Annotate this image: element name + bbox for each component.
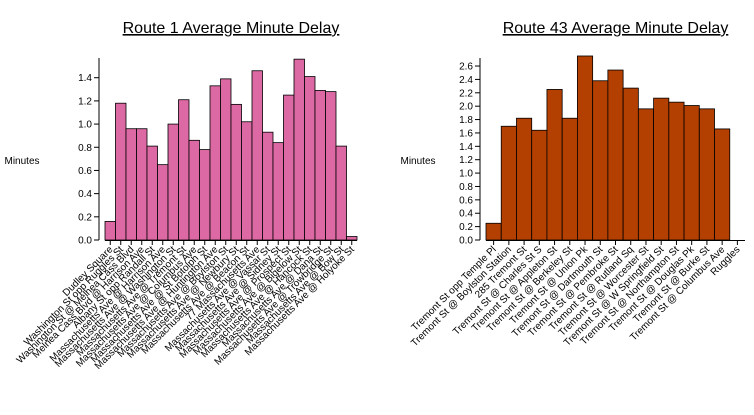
y-tick-label: 2.0	[459, 102, 473, 113]
y-axis-label: Minutes	[400, 156, 435, 167]
bar	[683, 105, 700, 241]
y-tick-label: 1.2	[459, 155, 473, 166]
bar	[136, 128, 148, 241]
bar	[346, 236, 358, 241]
y-tick-label: 0.2	[78, 212, 92, 223]
bar	[561, 117, 578, 241]
bar	[653, 97, 670, 241]
chart: Route 1 Average Minute Delay Minutes 0.0 0.…	[4, 20, 358, 372]
bar	[335, 145, 347, 241]
y-tick-label: 1.2	[78, 96, 92, 107]
bar	[607, 69, 624, 241]
bar	[146, 145, 158, 241]
y-tick-label: 2.4	[459, 75, 473, 86]
bar	[220, 78, 232, 241]
bar	[325, 91, 337, 241]
bar	[230, 103, 242, 241]
bar	[668, 101, 685, 241]
bar	[209, 85, 221, 241]
bar	[714, 128, 731, 241]
bar	[500, 125, 517, 241]
y-tick-label: 2.2	[459, 88, 473, 99]
bar	[577, 55, 594, 241]
bar	[314, 90, 326, 241]
y-tick-label: 0.4	[459, 209, 473, 220]
bar	[531, 129, 548, 241]
bar	[157, 164, 169, 241]
y-tick-label: 1.6	[459, 128, 473, 139]
y-tick-label: 0.6	[78, 166, 92, 177]
y-tick-label: 1.4	[459, 142, 473, 153]
bar	[622, 87, 639, 241]
y-tick-label: 0.8	[459, 182, 473, 193]
y-tick-label: 0.4	[78, 189, 92, 200]
bar	[304, 76, 316, 241]
y-tick-label: 0.2	[459, 222, 473, 233]
bar	[251, 70, 263, 241]
bar	[199, 149, 211, 241]
y-axis-label: Minutes	[4, 156, 39, 167]
y-tick-label: 1.0	[459, 169, 473, 180]
bar	[125, 128, 137, 241]
y-tick-label: 0.8	[78, 143, 92, 154]
bar	[188, 139, 200, 241]
bar	[178, 99, 190, 241]
bar	[293, 58, 305, 241]
bar	[115, 102, 127, 241]
bar	[546, 89, 563, 241]
bar	[698, 108, 715, 241]
chart-title: Route 43 Average Minute Delay	[503, 20, 729, 37]
bar	[262, 131, 274, 241]
y-tick-label: 1.4	[78, 73, 92, 84]
bar	[272, 142, 284, 241]
bar	[167, 123, 179, 241]
bar	[283, 94, 295, 241]
bar	[516, 117, 533, 241]
bar	[592, 80, 609, 241]
y-tick-label: 1.8	[459, 115, 473, 126]
bar	[104, 221, 116, 241]
y-tick-label: 0.6	[459, 195, 473, 206]
bar	[241, 121, 253, 241]
bar	[485, 222, 502, 241]
chart-title: Route 1 Average Minute Delay	[123, 20, 340, 37]
y-tick-label: 0.0	[459, 236, 473, 247]
bar	[637, 108, 654, 241]
y-tick-label: 1.0	[78, 120, 92, 131]
y-tick-label: 0.0	[78, 236, 92, 247]
chart: Route 43 Average Minute Delay Minutes 0.0 0…	[400, 20, 745, 349]
y-tick-label: 2.6	[459, 62, 473, 73]
